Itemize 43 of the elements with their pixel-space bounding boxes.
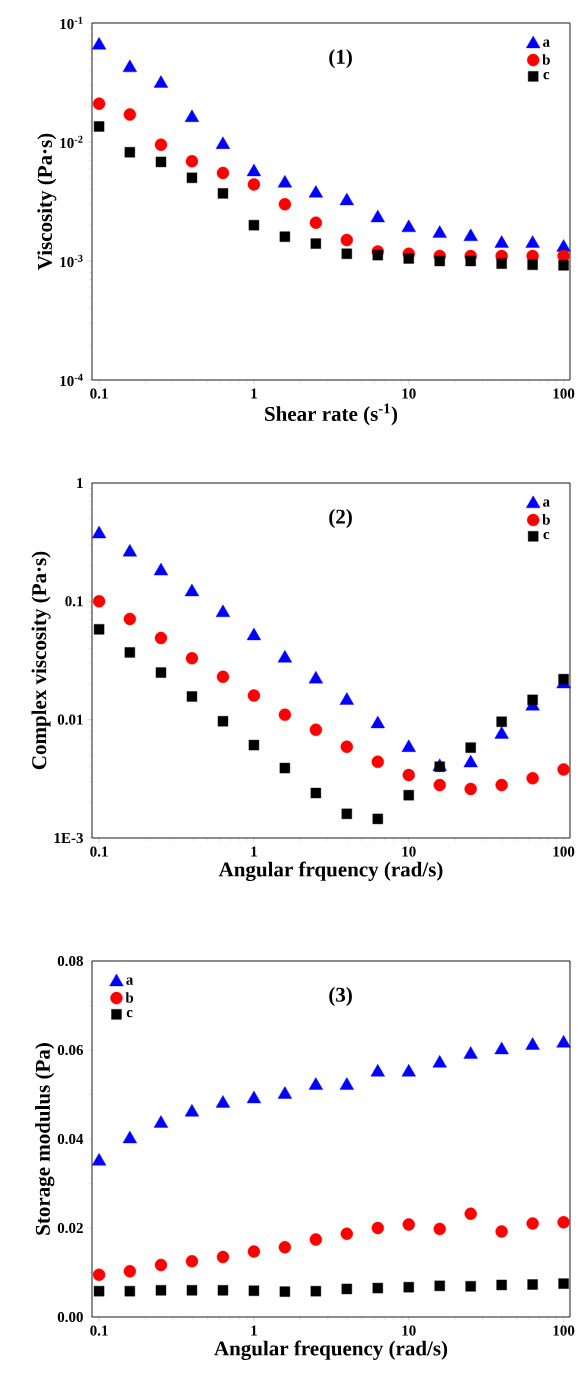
legend-label: c xyxy=(543,72,550,80)
y-axis-title: Viscosity (Pa·s) xyxy=(37,133,57,270)
x-axis-title: Angular frquency (rad/s) xyxy=(218,861,443,882)
x-axis-title: Angular frequency (rad/s) xyxy=(214,1340,448,1361)
legend-label: b xyxy=(542,54,550,65)
legend-label: b xyxy=(542,514,550,525)
legend-label: c xyxy=(126,1010,133,1018)
x-tick-label: 0.1 xyxy=(90,846,108,857)
x-tick-label: 1 xyxy=(251,388,257,399)
x-tick-label: 0.1 xyxy=(90,1325,108,1336)
y-tick-label: 0.04 xyxy=(57,1133,84,1145)
x-tick-label: 100 xyxy=(553,846,575,857)
x-tick-label: 0.1 xyxy=(90,388,108,399)
y-tick-label: 0.08 xyxy=(57,955,83,967)
y-tick-label: 0.06 xyxy=(57,1044,84,1056)
y-tick-label: 0.01 xyxy=(57,714,83,725)
y-tick-label: 0.1 xyxy=(65,596,83,607)
y-axis-title: Storage modulus (Pa) xyxy=(35,1043,55,1235)
legend-label: b xyxy=(125,992,134,1003)
y-tick-label: 1 xyxy=(77,478,83,488)
x-tick-label: 100 xyxy=(553,388,575,399)
y-tick-label: 10$^{-2}$ xyxy=(60,135,83,149)
x-tick-label: 10 xyxy=(402,1325,416,1336)
x-tick-label: 100 xyxy=(553,1325,575,1336)
y-tick-label: 0.02 xyxy=(57,1222,83,1234)
x-tick-label: 1 xyxy=(251,846,257,857)
legend-label: a xyxy=(126,977,134,985)
y-tick-label: 10$^{-3}$ xyxy=(60,254,83,268)
x-tick-label: 1 xyxy=(251,1325,257,1336)
legend-label: a xyxy=(543,499,550,507)
y-tick-label: 0.00 xyxy=(57,1311,83,1323)
x-tick-label: 10 xyxy=(402,846,416,857)
annotation: (1) xyxy=(329,49,352,69)
y-tick-label: 1E-3 xyxy=(54,832,83,844)
y-tick-label: 10$^{-4}$ xyxy=(60,373,83,387)
y-axis-title: Complex viscosity (Pa·s) xyxy=(31,551,51,770)
y-tick-label: 10$^{-1}$ xyxy=(60,16,83,30)
legend-label: a xyxy=(543,39,550,47)
annotation: (3) xyxy=(329,987,352,1007)
x-axis-title: Shear rate (s$^{-1}$) xyxy=(265,403,398,426)
legend-label: c xyxy=(543,532,550,540)
annotation: (2) xyxy=(329,508,352,529)
x-tick-label: 10 xyxy=(402,388,416,399)
